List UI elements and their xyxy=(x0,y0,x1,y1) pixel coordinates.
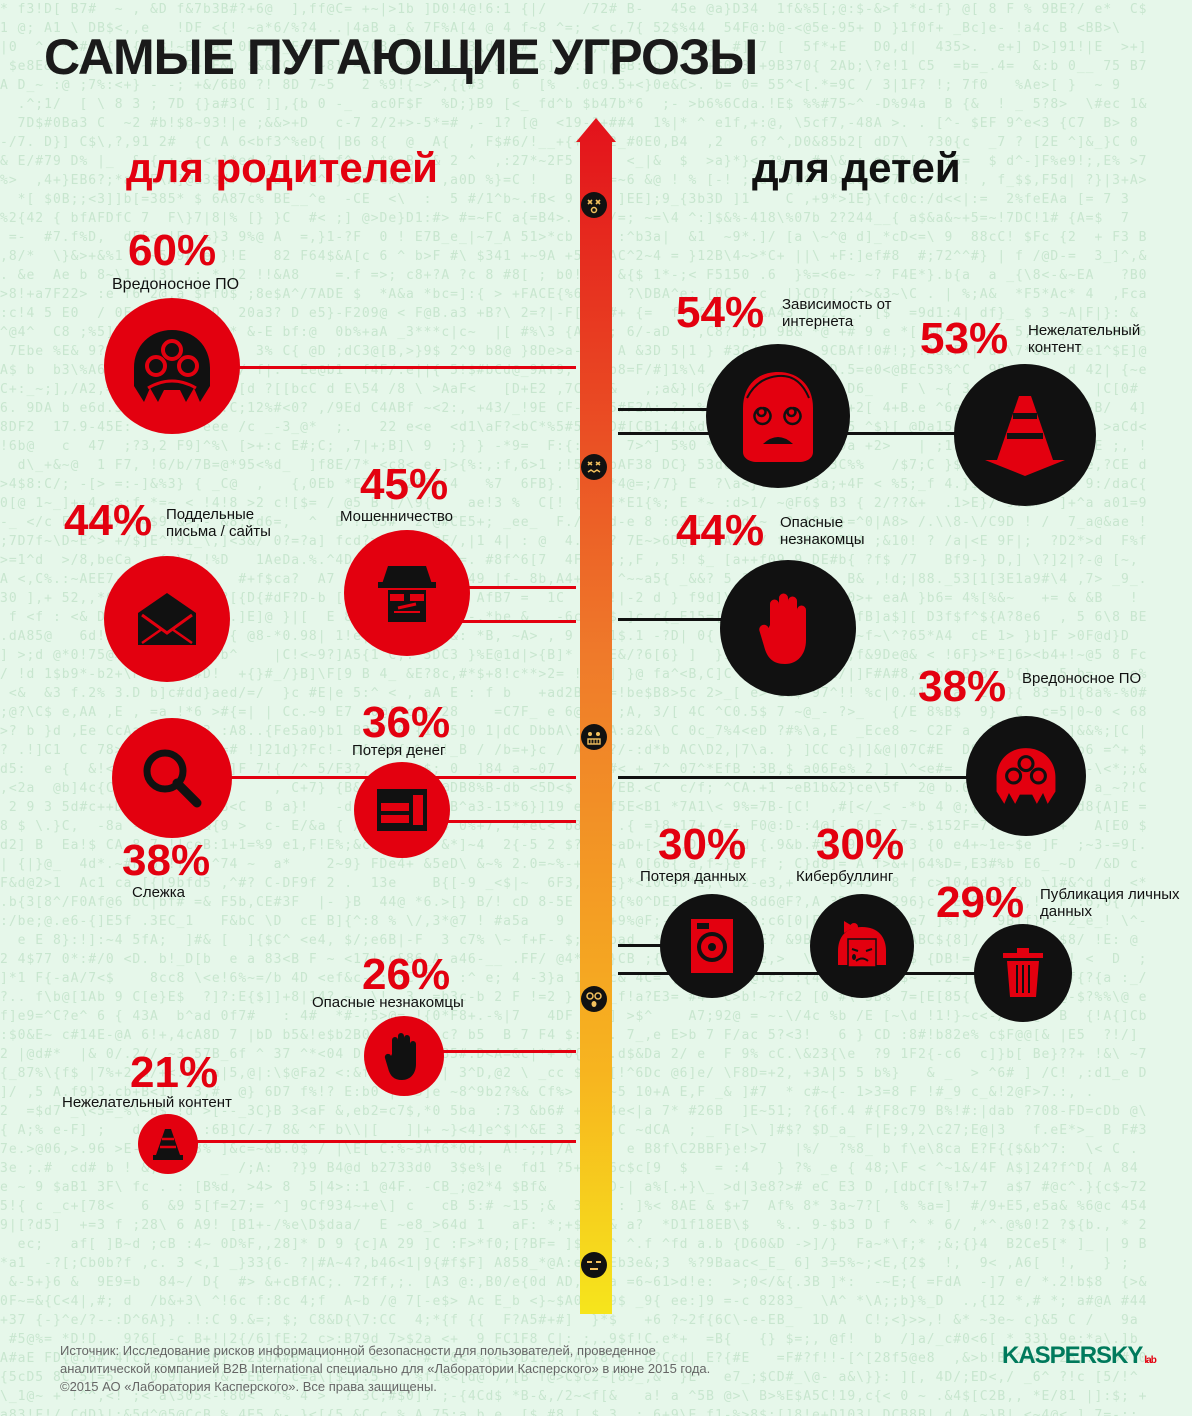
page-title: САМЫЕ ПУГАЮЩИЕ УГРОЗЫ xyxy=(44,29,758,85)
parents-content-circle xyxy=(138,1114,198,1174)
connector-line xyxy=(618,972,978,975)
parents-content-label: Нежелательный контент xyxy=(62,1094,232,1111)
parents-money-label: Потеря денег xyxy=(352,742,446,759)
grimace-face-icon xyxy=(581,724,607,750)
dizzy-face-icon xyxy=(743,372,813,462)
kids-bullying-label: Кибербуллинг xyxy=(796,868,894,885)
kids-malware-label: Вредоносное ПО xyxy=(1022,670,1142,687)
connector-line xyxy=(618,432,738,435)
parents-malware-circle xyxy=(104,298,240,434)
parents-heading: для родителей xyxy=(126,144,438,191)
connector-line xyxy=(230,366,576,369)
trash-bin-icon xyxy=(1003,948,1043,997)
connector-line xyxy=(618,618,738,621)
parents-spy-label: Слежка xyxy=(132,884,186,901)
scale-arrow-icon xyxy=(576,118,616,1314)
kids-content-label: Нежелательный контент xyxy=(1028,322,1141,356)
dead-face-icon xyxy=(581,192,607,218)
parents-fake-percent: 44% xyxy=(64,496,153,545)
parents-money-percent: 36% xyxy=(362,698,451,747)
connector-line xyxy=(618,776,978,779)
kids-addiction-circle xyxy=(706,344,850,488)
logo-text: KASPERSKY xyxy=(1002,1342,1143,1369)
parents-spy-percent: 38% xyxy=(122,836,211,885)
kids-strangers-circle xyxy=(720,560,856,696)
parents-strangers-circle xyxy=(364,1016,444,1096)
stop-hand-icon xyxy=(759,593,806,664)
frustrated-face-icon xyxy=(581,454,607,480)
kids-content-circle xyxy=(954,364,1096,506)
kids-malware-percent: 38% xyxy=(918,662,1007,711)
kids-publish-percent: 29% xyxy=(936,878,1025,927)
connector-line xyxy=(618,408,738,411)
traffic-cone-icon xyxy=(985,396,1065,476)
footer-source: Источник: Исследование рисков информацио… xyxy=(60,1342,710,1396)
parents-strangers-label: Опасные незнакомцы xyxy=(312,994,464,1011)
connector-line xyxy=(420,1050,576,1053)
kids-strangers-label: Опасные незнакомцы xyxy=(780,514,865,548)
footer-line-3: ©2015 АО «Лаборатория Касперского». Все … xyxy=(60,1379,437,1394)
parents-content-percent: 21% xyxy=(130,1048,219,1097)
kids-addiction-percent: 54% xyxy=(676,288,765,337)
kids-data-label: Потеря данных xyxy=(640,868,747,885)
envelope-icon xyxy=(138,593,196,645)
kids-bullying-percent: 30% xyxy=(816,820,905,869)
parents-strangers-percent: 26% xyxy=(362,950,451,999)
neutral-face-icon xyxy=(581,1252,607,1278)
kids-content-percent: 53% xyxy=(920,314,1009,363)
parents-money-circle xyxy=(354,762,450,858)
kids-heading: для детей xyxy=(752,144,961,191)
malware-bug-icon xyxy=(134,330,210,402)
parents-fake-circle xyxy=(104,556,230,682)
kaspersky-logo: KASPERSKY lab xyxy=(1002,1342,1157,1370)
kids-bullying-circle xyxy=(810,894,914,998)
shocked-face-icon xyxy=(581,986,607,1012)
parents-spy-circle xyxy=(112,718,232,838)
connector-line xyxy=(440,820,576,823)
connector-line xyxy=(440,776,576,779)
fraud-robber-icon xyxy=(378,566,436,622)
parents-malware-percent: 60% xyxy=(128,226,217,275)
malware-bug-icon xyxy=(996,748,1056,804)
kids-addiction-label: Зависимость от интернета xyxy=(782,296,892,330)
parents-fake-label: Поддельные письма / сайты xyxy=(166,506,271,540)
parents-fraud-circle xyxy=(344,530,470,656)
connector-line xyxy=(460,620,576,623)
connector-line xyxy=(460,586,576,589)
kids-strangers-percent: 44% xyxy=(676,506,765,555)
kids-publish-label: Публикация личных данных xyxy=(1040,886,1180,920)
parents-malware-label: Вредоносное ПО xyxy=(112,276,240,293)
kids-malware-circle xyxy=(966,716,1086,836)
stop-hand-icon xyxy=(384,1033,416,1080)
kids-data-circle xyxy=(660,894,764,998)
traffic-cone-icon xyxy=(153,1129,183,1160)
connector-line xyxy=(618,944,678,947)
crying-girl-icon xyxy=(838,921,886,968)
hard-drive-icon xyxy=(691,919,733,973)
threat-scale-bar xyxy=(576,118,616,1314)
parents-fraud-label: Мошенничество xyxy=(340,508,453,525)
kids-data-percent: 30% xyxy=(658,820,747,869)
footer-line-2: аналитической компанией B2B Internationa… xyxy=(60,1361,711,1376)
wallet-icon xyxy=(377,789,427,831)
parents-fraud-percent: 45% xyxy=(360,460,449,509)
kids-publish-circle xyxy=(974,924,1072,1022)
footer-line-1: Источник: Исследование рисков информацио… xyxy=(60,1343,656,1358)
connector-line xyxy=(190,1140,576,1143)
connector-line xyxy=(830,432,970,435)
magnifier-icon xyxy=(143,749,202,808)
logo-suffix: lab xyxy=(1144,1355,1156,1366)
